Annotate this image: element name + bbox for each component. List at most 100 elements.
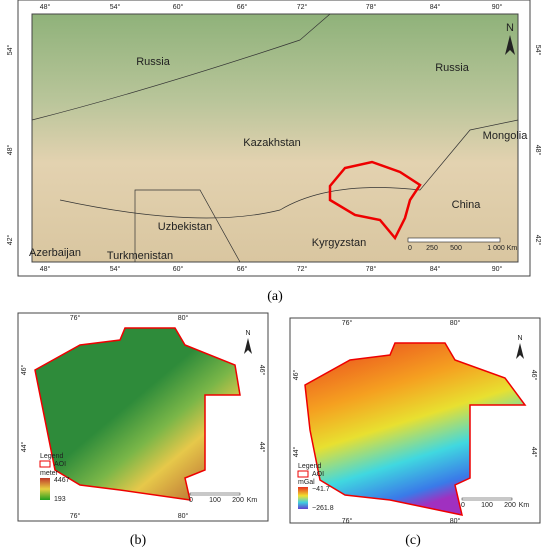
country-label: Kazakhstan <box>243 137 300 149</box>
scale-bar <box>407 237 501 243</box>
scale-labels-a: 0 250 500 1 000 Km <box>408 245 517 252</box>
lon-label: 72° <box>297 3 308 11</box>
lat-label: 44° <box>530 447 538 458</box>
country-label: Azerbaijan <box>29 247 81 259</box>
scale-label: 100 <box>209 497 221 504</box>
legend-aoi: AOI <box>54 461 66 468</box>
country-labels: Russia Russia Kazakhstan Mongolia China Uzbek… <box>29 56 528 262</box>
aoi-outline <box>328 160 422 241</box>
lon-labels-a: 48° 48° 54° 54° 60° 60° 66° 66° 72° 72° 78° 78° 84° 8… <box>40 3 503 273</box>
lon-label: 80° <box>450 319 461 327</box>
lat-label: 42° <box>6 235 14 246</box>
scale-bar <box>461 497 513 501</box>
north-arrow <box>244 338 252 354</box>
lon-label: 76° <box>342 319 353 327</box>
legend-ramp <box>40 478 50 500</box>
north-arrow <box>516 343 524 359</box>
lon-label: 90° <box>492 3 503 11</box>
lon-label: 66° <box>237 3 248 11</box>
legend-aoi-swatch <box>39 460 51 468</box>
country-label: Uzbekistan <box>158 221 212 233</box>
lon-label: 48° <box>40 265 51 273</box>
lon-label: 84° <box>430 3 441 11</box>
lat-label: 48° <box>534 145 542 156</box>
country-label: Turkmenistan <box>107 250 173 262</box>
lat-label: 46° <box>258 365 266 376</box>
lat-label: 48° <box>6 145 14 156</box>
border <box>59 119 519 219</box>
lat-label: 44° <box>258 442 266 453</box>
legend-aoi-swatch <box>297 470 309 478</box>
caption: (a) <box>267 289 283 304</box>
scale-label: 100 <box>481 502 493 509</box>
border <box>134 189 241 263</box>
lon-label: 54° <box>110 3 121 11</box>
legend-unit: mGal <box>298 479 315 486</box>
caption: (c) <box>405 533 421 548</box>
lon-label: 78° <box>366 265 377 273</box>
scale-label: Km <box>519 502 530 509</box>
lon-label: 90° <box>492 265 503 273</box>
country-label: China <box>452 199 482 211</box>
north-label: N <box>517 335 522 342</box>
lat-label: 46° <box>20 365 28 376</box>
north-label: N <box>506 22 514 34</box>
lat-label: 46° <box>530 370 538 381</box>
country-label: Russia <box>435 62 470 74</box>
legend-max: 4467 <box>54 477 70 484</box>
scale-label: 200 <box>232 497 244 504</box>
lon-label: 76° <box>70 314 81 322</box>
lat-label: 46° <box>292 370 300 381</box>
caption: (b) <box>130 533 147 548</box>
dem-raster <box>34 327 241 501</box>
lat-label: 44° <box>292 447 300 458</box>
legend-max: −41.7 <box>312 486 330 493</box>
lat-labels-a: 54° 54° 48° 48° 42° 42° <box>6 45 542 246</box>
scale-label: 250 <box>426 245 438 252</box>
legend-unit: meter <box>40 470 59 477</box>
lon-label: 80° <box>178 314 189 322</box>
gravity-raster <box>304 342 527 516</box>
lon-label: 76° <box>342 517 353 525</box>
lon-label: 66° <box>237 265 248 273</box>
legend-min: −261.8 <box>312 505 334 512</box>
country-label: Mongolia <box>483 130 529 142</box>
scale-label: 0 <box>461 502 465 509</box>
lon-label: 80° <box>450 517 461 525</box>
scale-bar <box>189 492 241 496</box>
lat-label: 42° <box>534 235 542 246</box>
scale-label: 1 000 <box>487 245 505 252</box>
scale-label: Km <box>247 497 258 504</box>
border <box>31 13 331 121</box>
country-label: Kyrgyzstan <box>312 237 366 249</box>
legend-title: Legend <box>298 463 321 470</box>
north-arrow <box>505 35 515 55</box>
lon-label: 48° <box>40 3 51 11</box>
north-label: N <box>245 330 250 337</box>
lon-label: 60° <box>173 265 184 273</box>
lon-label: 84° <box>430 265 441 273</box>
legend-min: 193 <box>54 496 66 503</box>
panel-c-labels: 76° 76° 80° 80° 46° 46° 44° 44° N 0 100 200 Km <box>292 319 538 525</box>
lon-label: 60° <box>173 3 184 11</box>
lat-label: 54° <box>6 45 14 56</box>
legend-ramp <box>298 487 308 509</box>
lat-label: 54° <box>534 45 542 56</box>
panel-b-labels: 76° 76° 80° 80° 46° 46° 44° 44° N 0 100 200 Km <box>20 314 266 520</box>
legend-title: Legend <box>40 453 63 460</box>
scale-label: 200 <box>504 502 516 509</box>
lon-label: 54° <box>110 265 121 273</box>
scale-label: 500 <box>450 245 462 252</box>
lon-label: 78° <box>366 3 377 11</box>
scale-label: 0 <box>408 245 412 252</box>
country-label: Russia <box>136 56 171 68</box>
lon-label: 80° <box>178 512 189 520</box>
lon-label: 72° <box>297 265 308 273</box>
scale-label: 0 <box>189 497 193 504</box>
legend-aoi: AOI <box>312 471 324 478</box>
lon-label: 76° <box>70 512 81 520</box>
scale-label: Km <box>507 245 518 252</box>
